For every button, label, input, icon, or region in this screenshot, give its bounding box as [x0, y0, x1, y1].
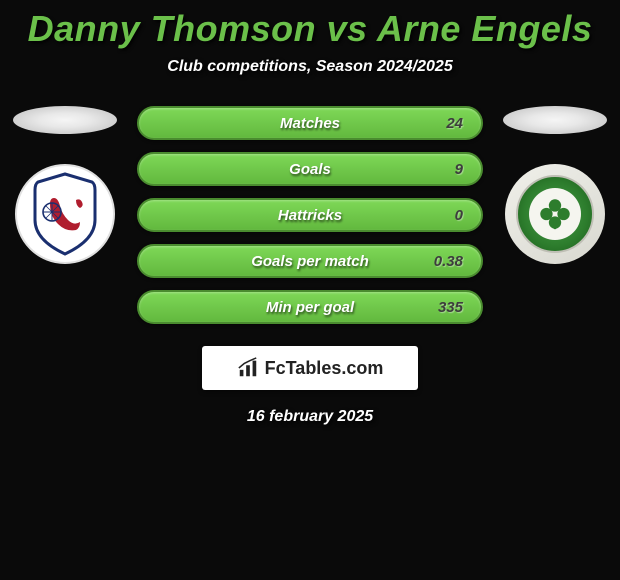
stat-value-right: 335: [433, 299, 463, 316]
comparison-widget: Danny Thomson vs Arne Engels Club compet…: [0, 0, 620, 426]
stat-value-right: 9: [433, 161, 463, 178]
player-photo-left: [13, 106, 117, 134]
player-photo-right: [503, 106, 607, 134]
stat-label: Hattricks: [278, 207, 342, 224]
club-badge-left: [15, 164, 115, 264]
stat-value-right: 0.38: [433, 253, 463, 270]
stat-label: Goals: [289, 161, 331, 178]
stat-label: Min per goal: [266, 299, 354, 316]
stat-label: Goals per match: [251, 253, 369, 270]
brand-text: FcTables.com: [265, 358, 384, 379]
stat-row: Matches 24: [137, 106, 483, 140]
player-column-right: [501, 106, 609, 264]
clover-icon: [529, 188, 581, 240]
stat-row: Goals 9: [137, 152, 483, 186]
stats-column: Matches 24 Goals 9 Hattricks 0 Goals per…: [137, 106, 483, 324]
stat-value-right: 24: [433, 115, 463, 132]
shield-icon: [30, 172, 100, 257]
comparison-area: Matches 24 Goals 9 Hattricks 0 Goals per…: [0, 106, 620, 324]
stat-label: Matches: [280, 115, 340, 132]
footer: FcTables.com 16 february 2025: [0, 346, 620, 426]
stat-row: Goals per match 0.38: [137, 244, 483, 278]
badge-ring-icon: [516, 175, 594, 253]
player-column-left: [11, 106, 119, 264]
stat-row: Min per goal 335: [137, 290, 483, 324]
brand-link[interactable]: FcTables.com: [202, 346, 418, 390]
chart-icon: [237, 357, 259, 379]
stat-value-right: 0: [433, 207, 463, 224]
subtitle: Club competitions, Season 2024/2025: [0, 58, 620, 76]
club-badge-right: [505, 164, 605, 264]
stat-row: Hattricks 0: [137, 198, 483, 232]
page-title: Danny Thomson vs Arne Engels: [0, 8, 620, 50]
date-text: 16 february 2025: [247, 408, 373, 426]
